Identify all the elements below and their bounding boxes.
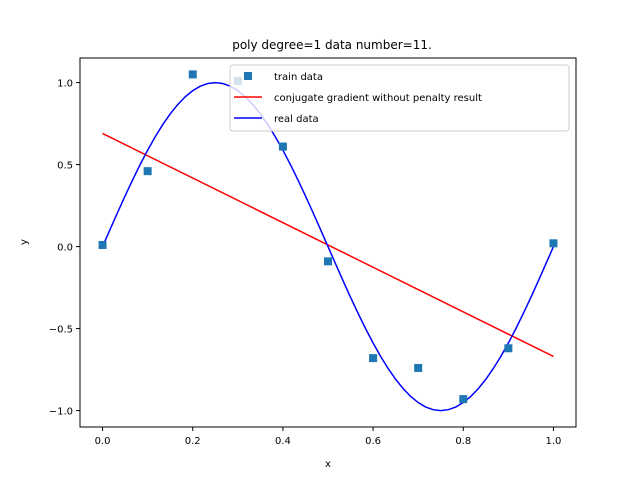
- legend-label: train data: [274, 72, 323, 83]
- axes-frame: [79, 57, 577, 428]
- x-axis-label: x: [325, 459, 331, 470]
- train-data-point: [98, 240, 107, 249]
- y-tick-label: 0.0: [57, 243, 73, 254]
- train-data-point: [278, 142, 287, 151]
- train-data-point: [369, 354, 378, 363]
- y-tick-label: −1.0: [49, 407, 73, 418]
- y-tick-label: 1.0: [57, 79, 73, 90]
- train-data-point: [549, 239, 558, 248]
- legend-label: real data: [274, 114, 319, 125]
- y-tick-label: 0.5: [57, 161, 73, 172]
- x-tick-label: 0.6: [365, 436, 381, 447]
- train-data-point: [188, 70, 197, 79]
- legend-marker-train-data: [244, 72, 252, 80]
- x-tick-label: 0.4: [275, 436, 291, 447]
- train-data-point: [414, 363, 423, 372]
- train-data-point: [459, 395, 468, 404]
- series-line-real-data: [101, 81, 555, 412]
- legend: train data conjugate gradient without pen…: [229, 64, 570, 132]
- legend-label: conjugate gradient without penalty resul…: [274, 93, 482, 104]
- train-data-point: [324, 257, 332, 266]
- x-tick-label: 0.8: [455, 436, 471, 447]
- train-data-point: [504, 344, 513, 353]
- axis-ticks: 0.0 0.2 0.4 0.6 0.8 1.0 −1.0 −0.5 0.0 0.5 1.0: [49, 79, 562, 447]
- plot-area: [98, 70, 558, 412]
- legend-box: [229, 64, 570, 132]
- x-tick-label: 1.0: [546, 436, 562, 447]
- y-tick-label: −0.5: [49, 325, 73, 336]
- x-tick-label: 0.0: [95, 436, 111, 447]
- x-tick-label: 0.2: [185, 436, 201, 447]
- y-axis-label: y: [19, 239, 30, 245]
- train-data-point: [143, 167, 152, 176]
- chart-title: poly degree=1 data number=11.: [232, 38, 432, 52]
